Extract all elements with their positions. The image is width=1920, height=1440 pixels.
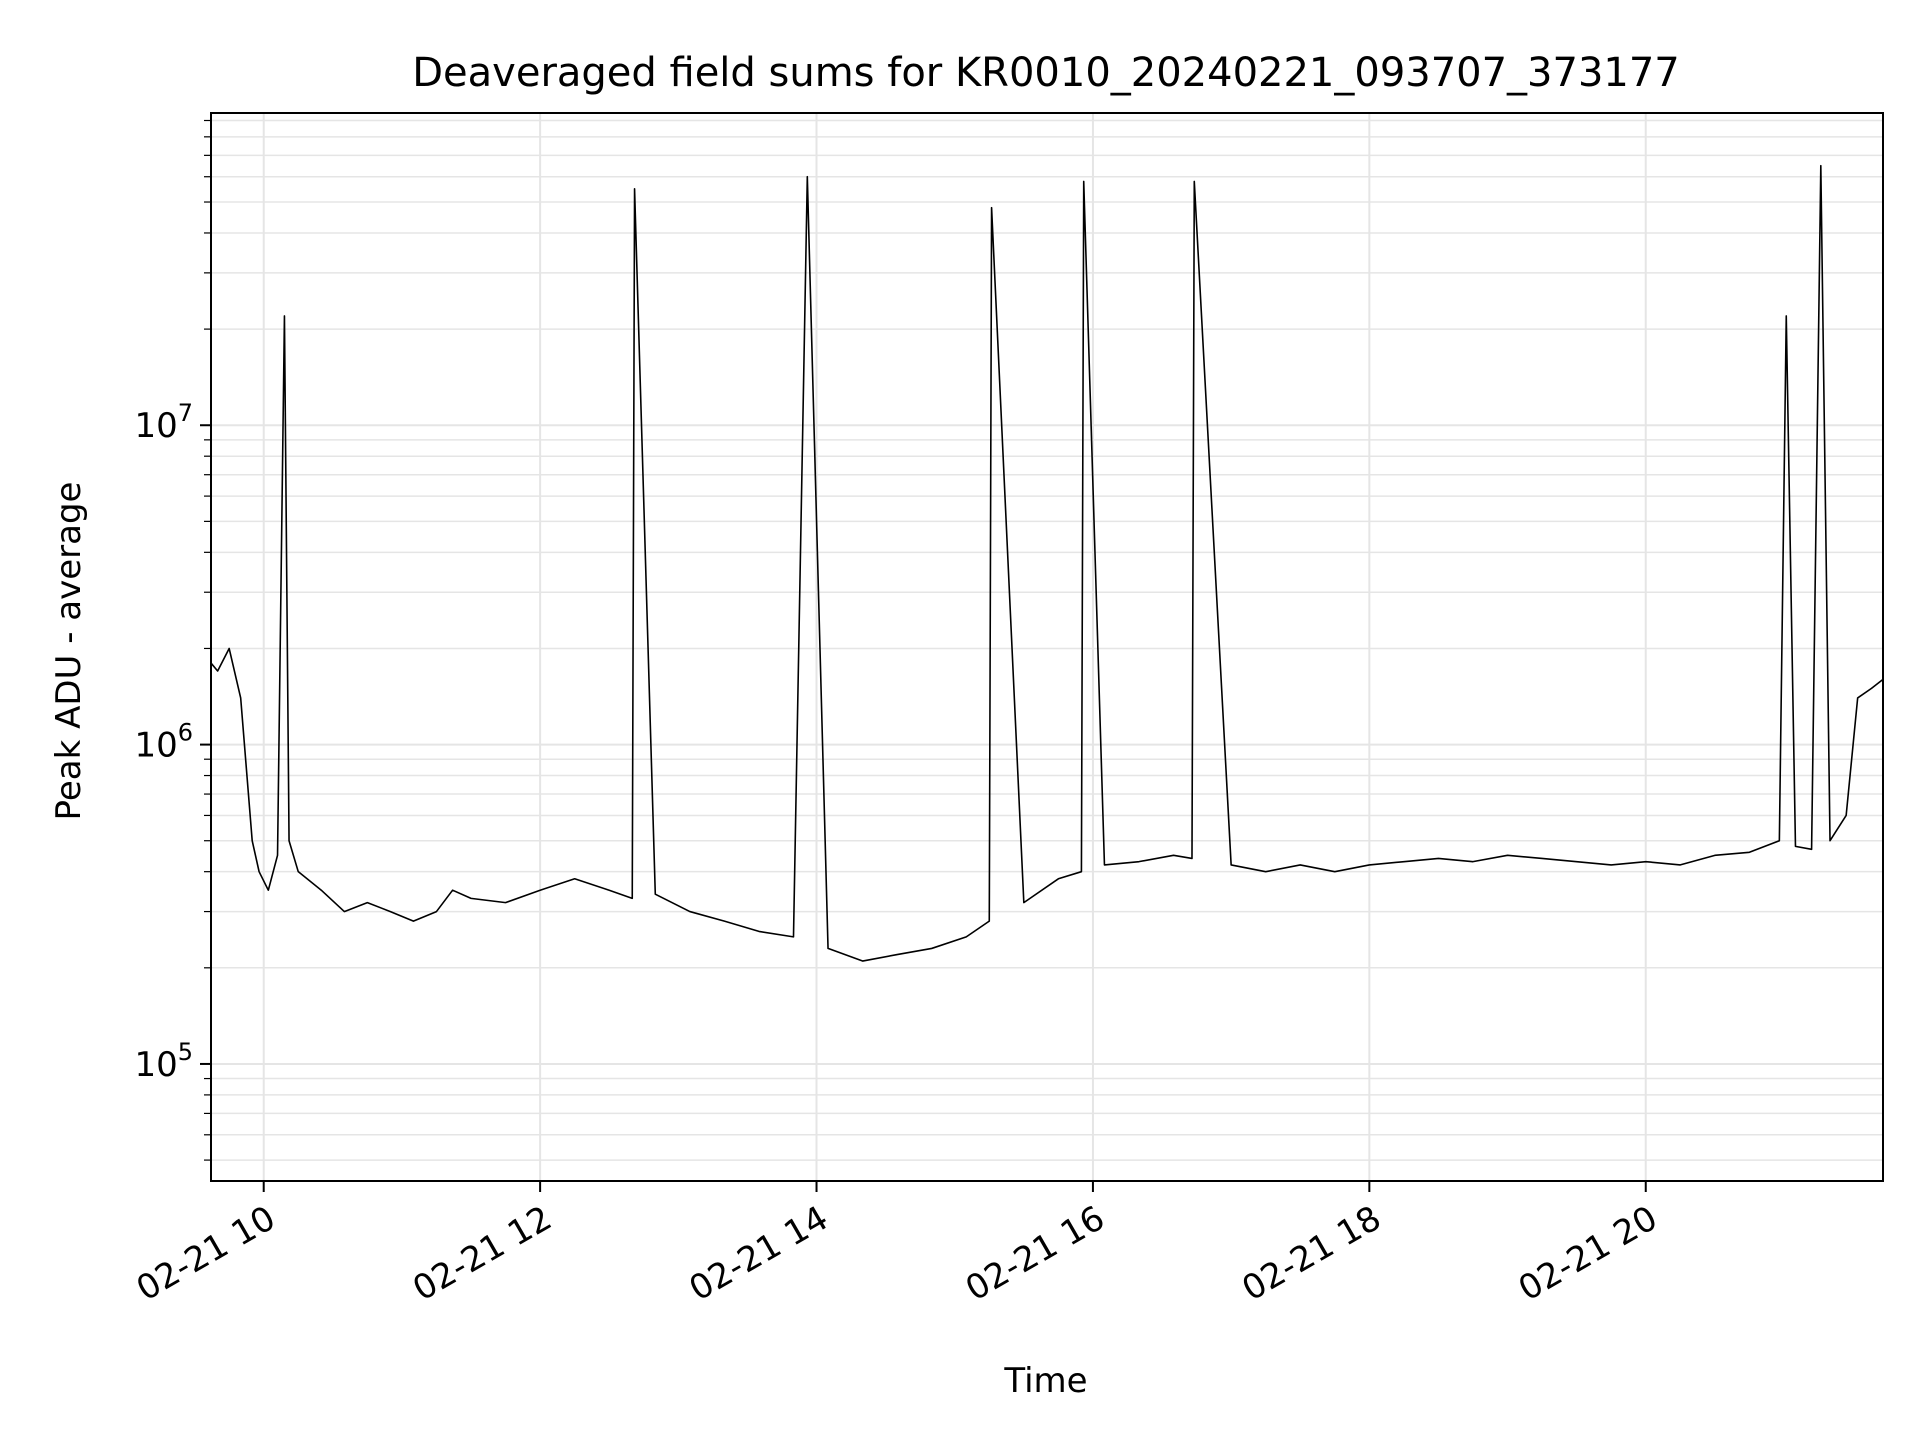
y-tick-label: 107 [134, 399, 193, 446]
plot-frame [210, 112, 1884, 1182]
y-tick-label: 105 [134, 1038, 193, 1085]
chart-title: Deaveraged field sums for KR0010_2024022… [412, 50, 1680, 96]
y-axis-label: Peak ADU - average [49, 482, 89, 821]
grid [211, 113, 1883, 1181]
x-axis-label: Time [1003, 1361, 1087, 1401]
series-layer [210, 164, 1884, 962]
y-tick-label: 106 [134, 719, 193, 766]
data-series-line [210, 164, 1884, 962]
